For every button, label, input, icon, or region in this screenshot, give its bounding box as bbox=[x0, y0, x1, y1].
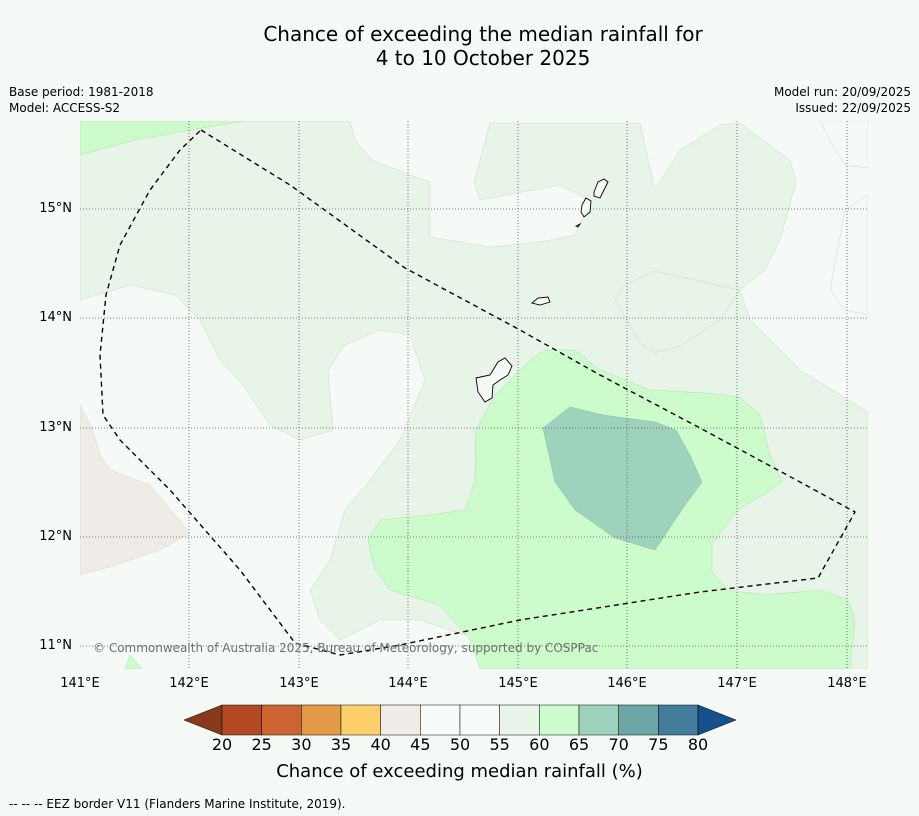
lon-label-141e: 141°E bbox=[60, 676, 100, 691]
colorbar-tick-20: 20 bbox=[211, 735, 233, 754]
issued-date: Issued: 22/09/2025 bbox=[795, 101, 911, 115]
contour-band-65-70 bbox=[542, 406, 703, 551]
islands bbox=[475, 178, 609, 403]
map-panel[interactable] bbox=[80, 121, 868, 669]
lon-label-147e: 147°E bbox=[717, 676, 757, 691]
model-name: Model: ACCESS-S2 bbox=[9, 101, 121, 115]
title-line-2: 4 to 10 October 2025 bbox=[375, 46, 591, 70]
colorbar-tick-40: 40 bbox=[370, 735, 391, 754]
colorbar-tick-65: 65 bbox=[568, 735, 590, 754]
lon-label-143e: 143°E bbox=[279, 676, 319, 691]
lat-label-15n: 15°N bbox=[39, 201, 72, 216]
colorbar-cell-25-30 bbox=[261, 704, 302, 736]
contour-band-60-65-bottom-left bbox=[124, 654, 143, 669]
colorbar-under-triangle bbox=[183, 704, 223, 736]
island-saipan bbox=[593, 178, 609, 199]
colorbar-cell-75-80 bbox=[658, 704, 699, 736]
colorbar-tick-30: 30 bbox=[291, 735, 312, 754]
eez-footnote: -- -- -- EEZ border V11 (Flanders Marine… bbox=[9, 797, 346, 811]
colorbar-cell-70-75 bbox=[618, 704, 659, 736]
lat-label-13n: 13°N bbox=[39, 420, 72, 435]
map-title: Chance of exceeding the median rainfall … bbox=[0, 22, 919, 70]
lon-label-145e: 145°E bbox=[498, 676, 538, 691]
graticule bbox=[80, 121, 868, 669]
eez-border[interactable] bbox=[99, 129, 856, 656]
island-guam bbox=[475, 357, 513, 403]
colorbar-tick-35: 35 bbox=[330, 735, 352, 754]
copyright-notice: © Commonwealth of Australia 2025, Bureau… bbox=[93, 641, 599, 655]
contour-band-45-50 bbox=[80, 404, 191, 576]
colorbar-cell-30-35 bbox=[301, 704, 342, 736]
colorbar-title: Chance of exceeding median rainfall (%) bbox=[276, 761, 643, 782]
meta-right: Model run: 20/09/2025 Issued: 22/09/2025 bbox=[774, 84, 911, 116]
lon-label-148e: 148°E bbox=[827, 676, 867, 691]
colorbar-tick-45: 45 bbox=[410, 735, 431, 754]
lon-label-144e: 144°E bbox=[388, 676, 428, 691]
colorbar-tick-60: 60 bbox=[529, 735, 550, 754]
colorbar-cell-55-60 bbox=[499, 704, 540, 736]
lat-label-12n: 12°N bbox=[39, 529, 72, 544]
island-tinian bbox=[580, 197, 592, 218]
colorbar-tick-25: 25 bbox=[251, 735, 272, 754]
colorbar-cell-35-40 bbox=[340, 704, 381, 736]
island-rota bbox=[531, 296, 551, 306]
colorbar-cell-60-65 bbox=[539, 704, 580, 736]
colorbar bbox=[183, 704, 737, 736]
colorbar-over-triangle bbox=[697, 704, 737, 736]
colorbar-tick-80: 80 bbox=[687, 735, 709, 754]
contour-band-right-edge bbox=[829, 194, 868, 316]
colorbar-tick-70: 70 bbox=[608, 735, 629, 754]
colorbar-cells bbox=[221, 704, 699, 736]
colorbar-cell-65-70 bbox=[578, 704, 619, 736]
colorbar-cell-20-25 bbox=[221, 704, 262, 736]
contour-band-top-right bbox=[819, 121, 868, 169]
colorbar-tick-55: 55 bbox=[489, 735, 510, 754]
colorbar-tick-50: 50 bbox=[449, 735, 471, 754]
base-period: Base period: 1981-2018 bbox=[9, 85, 154, 99]
title-line-1: Chance of exceeding the median rainfall … bbox=[263, 22, 703, 46]
lat-label-14n: 14°N bbox=[39, 310, 72, 325]
colorbar-cell-45-50 bbox=[420, 704, 461, 736]
colorbar-cell-40-45 bbox=[380, 704, 421, 736]
lon-label-142e: 142°E bbox=[169, 676, 209, 691]
contour-band-60-65-top bbox=[80, 121, 246, 156]
lat-label-11n: 11°N bbox=[39, 638, 72, 653]
lon-label-146e: 146°E bbox=[607, 676, 647, 691]
meta-left: Base period: 1981-2018 Model: ACCESS-S2 bbox=[9, 84, 154, 116]
map-canvas bbox=[80, 121, 868, 669]
island-aguijan bbox=[574, 222, 582, 228]
colorbar-cell-50-55 bbox=[459, 704, 500, 736]
colorbar-tick-75: 75 bbox=[648, 735, 669, 754]
model-run: Model run: 20/09/2025 bbox=[773, 85, 911, 99]
